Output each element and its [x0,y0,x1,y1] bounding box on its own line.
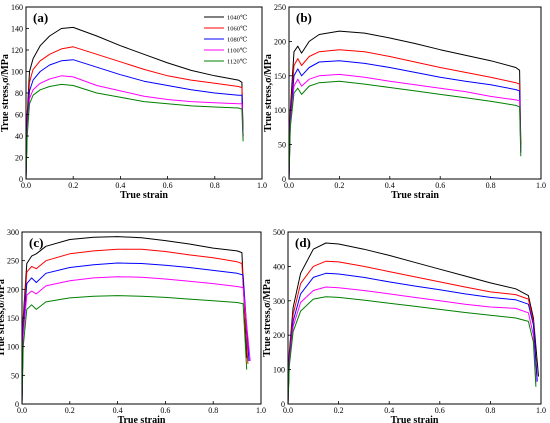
panel-label: (b) [296,10,312,25]
y-tick-label: 150 [7,314,19,323]
plot-frame [287,231,542,405]
series-line-1 [288,30,522,180]
series-line-1 [287,242,539,405]
series-line-1 [21,236,248,405]
x-tick-label: 0.4 [384,406,394,415]
x-tick-label: 0.8 [210,181,220,190]
legend: 1040℃ 1060℃ 1080℃ 1100℃ 1120℃ [204,14,247,66]
y-tick-label: 250 [274,3,286,12]
x-tick-label: 1.0 [256,406,266,415]
x-tick-label: 1.0 [536,181,546,190]
series-line-3 [287,272,538,405]
series-line-3 [25,59,244,180]
series-line-2 [25,46,244,180]
y-tick-label: 0 [19,175,23,184]
series-line-4 [287,286,537,405]
x-axis-label: True strain [118,415,166,423]
y-tick-label: 80 [15,89,23,98]
y-axis-label: True stress,σ/MPa [0,54,11,132]
y-tick-label: 140 [11,25,23,34]
chart-panel-4: 0.0 0.2 0.4 0.6 0.8 1.0 0 100 200 300 400 500 True s… [262,228,546,423]
series-line-4 [25,75,244,180]
series-line-3 [21,262,250,405]
series-line-4 [288,73,522,180]
x-axis-label: True strain [391,415,439,423]
legend-entry: 1060℃ [227,25,247,33]
x-tick-label: 0.6 [435,181,445,190]
y-tick-label: 500 [273,228,285,237]
y-tick-label: 120 [11,46,23,55]
x-tick-label: 0.6 [163,181,173,190]
y-axis-label: True stress,σ/MPa [262,279,273,357]
x-tick-label: 0.4 [115,181,125,190]
series-line-5 [25,83,244,180]
y-tick-label: 100 [7,343,19,352]
legend-entry: 1080℃ [227,36,247,44]
x-tick-label: 0.8 [486,181,496,190]
series-line-3 [288,60,522,180]
y-tick-label: 20 [15,154,23,163]
x-axis-label: True strain [391,190,439,201]
y-tick-label: 300 [7,228,19,237]
y-tick-label: 50 [278,141,286,150]
series-line-4 [21,276,251,405]
series-line-5 [287,296,537,405]
x-tick-label: 0.6 [160,406,170,415]
series-line-2 [287,260,538,405]
y-axis-label: True stress,σ/MPa [0,279,7,357]
panel-label: (a) [33,10,48,25]
x-tick-label: 0.0 [283,406,293,415]
y-tick-label: 250 [7,257,19,266]
series-line-2 [21,248,249,405]
x-tick-label: 0.2 [334,181,344,190]
y-tick-label: 200 [7,285,19,294]
x-tick-label: 0.4 [385,181,395,190]
x-tick-label: 0.0 [21,181,31,190]
series-line-5 [21,295,248,405]
y-axis-label: True stress,σ/MPa [263,54,274,132]
y-tick-label: 200 [274,37,286,46]
x-tick-label: 1.0 [536,406,546,415]
y-tick-label: 100 [11,68,23,77]
y-tick-label: 400 [273,262,285,271]
x-tick-label: 0.8 [485,406,495,415]
legend-entry: 1100℃ [227,47,247,55]
x-tick-label: 0.2 [334,406,344,415]
legend-entry: 1040℃ [227,14,247,22]
series-line-1 [25,26,244,180]
x-tick-label: 0.8 [208,406,218,415]
x-tick-label: 0.6 [435,406,445,415]
y-tick-label: 0 [281,400,285,409]
y-tick-label: 0 [15,400,19,409]
chart-panel-1: 0.0 0.2 0.4 0.6 0.8 1.0 0 20 40 60 80 100 120 140 160 T… [0,3,267,201]
x-axis-label: True strain [120,190,168,201]
x-tick-label: 0.4 [113,406,123,415]
y-tick-label: 60 [15,111,23,120]
x-tick-label: 0.0 [284,181,294,190]
x-tick-label: 0.0 [17,406,27,415]
x-tick-label: 0.2 [65,406,75,415]
plot-frame [288,6,542,180]
panel-label: (c) [29,235,43,250]
y-tick-label: 50 [11,371,19,380]
y-tick-label: 200 [273,331,285,340]
y-tick-label: 0 [282,175,286,184]
chart-panel-3: 0.0 0.2 0.4 0.6 0.8 1.0 0 50 100 150 200 250 300 True… [0,228,266,423]
series-line-2 [288,49,522,180]
x-tick-label: 1.0 [257,181,267,190]
y-tick-label: 160 [11,3,23,12]
series-line-5 [288,80,522,180]
chart-panel-2: 0.0 0.2 0.4 0.6 0.8 1.0 0 50 100 150 200 250 True st… [263,3,546,201]
y-tick-label: 150 [274,72,286,81]
x-tick-label: 0.2 [68,181,78,190]
legend-entry: 1120℃ [227,58,247,66]
panel-label: (d) [295,235,311,250]
plot-frame [21,231,262,405]
y-tick-label: 100 [274,106,286,115]
y-tick-label: 100 [273,366,285,375]
y-tick-label: 40 [15,132,23,141]
y-tick-label: 300 [273,297,285,306]
plot-frame [25,6,263,180]
